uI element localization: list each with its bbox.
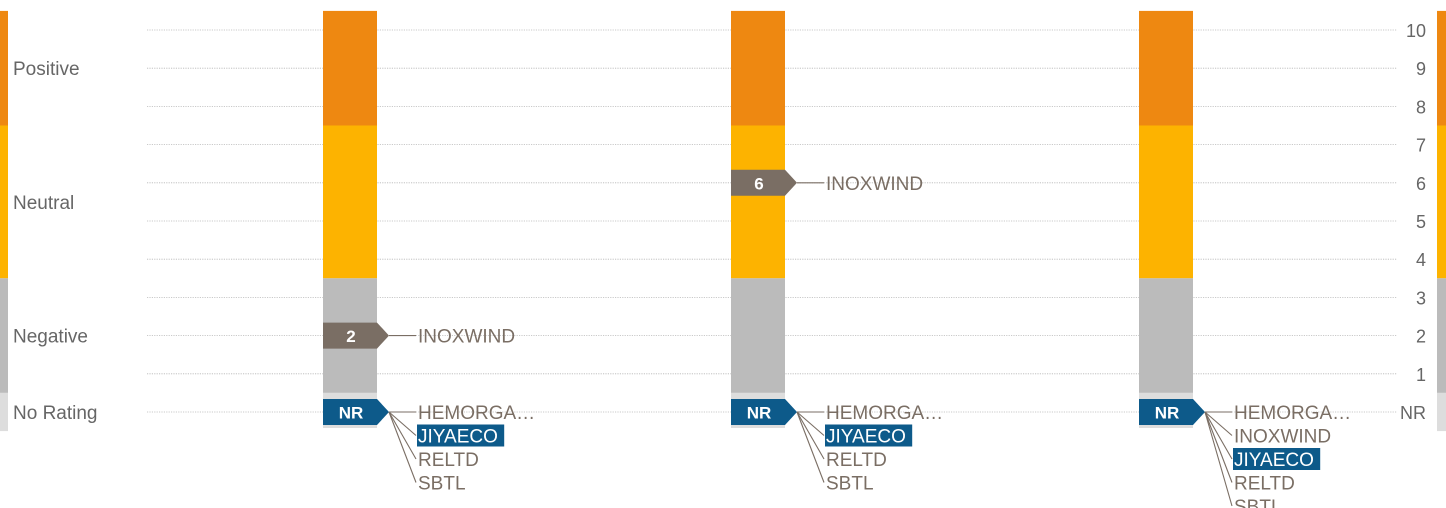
connector-line bbox=[1204, 411, 1233, 460]
column-segment-negative bbox=[731, 278, 785, 393]
connector-line bbox=[388, 411, 417, 436]
company-highlight bbox=[1233, 448, 1321, 470]
band-label-neutral: Neutral bbox=[13, 193, 74, 214]
company-label: INOXWIND bbox=[1234, 427, 1331, 448]
connector-line bbox=[796, 411, 825, 483]
company-label: INOXWIND bbox=[826, 174, 923, 195]
company-label: SBTL bbox=[1234, 497, 1282, 508]
column-segment-neutral bbox=[323, 125, 377, 279]
connector-line bbox=[796, 411, 825, 460]
company-label: JIYAECO bbox=[826, 427, 906, 448]
company-label: JIYAECO bbox=[1234, 450, 1314, 471]
marker-label: NR bbox=[1155, 404, 1180, 423]
marker-tag bbox=[731, 169, 797, 196]
tick-label-NR: NR bbox=[1400, 403, 1426, 423]
band-strip-right-negative bbox=[1437, 278, 1446, 393]
company-label: HEMORGA… bbox=[418, 403, 535, 424]
marker-label: NR bbox=[747, 404, 772, 423]
band-label-positive: Positive bbox=[13, 59, 80, 80]
company-label: INOXWIND bbox=[418, 327, 515, 348]
company-highlight bbox=[825, 424, 913, 447]
column-segment-positive bbox=[731, 10, 785, 126]
company-label: HEMORGA… bbox=[826, 403, 943, 424]
tick-label-1: 1 bbox=[1416, 365, 1426, 385]
band-strip-right-no-rating bbox=[1437, 392, 1446, 432]
marker-tag bbox=[1139, 399, 1205, 425]
band-label-no-rating: No Rating bbox=[13, 403, 98, 424]
rating-marker: 6 INOXWIND bbox=[731, 169, 923, 196]
tick-label-4: 4 bbox=[1416, 250, 1426, 270]
tick-label-10: 10 bbox=[1406, 21, 1426, 41]
connector-line bbox=[796, 411, 825, 436]
connector-line bbox=[1204, 411, 1233, 436]
company-label: RELTD bbox=[1234, 474, 1295, 495]
band-strip-right-neutral bbox=[1437, 125, 1446, 279]
marker-label: 6 bbox=[754, 174, 763, 193]
rating-marker: 2 INOXWIND bbox=[323, 322, 515, 349]
marker-label: 2 bbox=[346, 327, 355, 346]
marker-tag bbox=[323, 322, 389, 349]
column-segment-neutral bbox=[1139, 125, 1193, 279]
tick-label-9: 9 bbox=[1416, 59, 1426, 79]
tick-label-5: 5 bbox=[1416, 212, 1426, 232]
band-label-negative: Negative bbox=[13, 327, 88, 348]
column-segment-negative bbox=[1139, 278, 1193, 393]
company-label: SBTL bbox=[418, 474, 466, 495]
company-label: HEMORGA… bbox=[1234, 403, 1351, 424]
band-strip-left-positive bbox=[0, 10, 8, 126]
tick-label-2: 2 bbox=[1416, 327, 1426, 347]
column-segment-positive bbox=[1139, 10, 1193, 126]
company-label: RELTD bbox=[418, 450, 479, 471]
band-strip-right-positive bbox=[1437, 10, 1446, 126]
connector-line bbox=[388, 411, 417, 460]
marker-tag bbox=[731, 399, 797, 425]
connector-line bbox=[388, 411, 417, 483]
tick-label-7: 7 bbox=[1416, 136, 1426, 156]
marker-tag bbox=[323, 399, 389, 425]
column-segment-neutral bbox=[731, 125, 785, 279]
band-strip-left-no-rating bbox=[0, 392, 8, 432]
company-highlight bbox=[417, 424, 505, 447]
marker-label: NR bbox=[339, 404, 364, 423]
tick-label-3: 3 bbox=[1416, 288, 1426, 308]
company-label: SBTL bbox=[826, 474, 874, 495]
band-strip-left-negative bbox=[0, 278, 8, 393]
connector-line bbox=[1204, 411, 1233, 507]
connector-line bbox=[1204, 411, 1233, 483]
tick-label-8: 8 bbox=[1416, 97, 1426, 117]
company-label: JIYAECO bbox=[418, 427, 498, 448]
company-label: RELTD bbox=[826, 450, 887, 471]
column-segment-positive bbox=[323, 10, 377, 126]
band-strip-left-neutral bbox=[0, 125, 8, 279]
tick-label-6: 6 bbox=[1416, 174, 1426, 194]
